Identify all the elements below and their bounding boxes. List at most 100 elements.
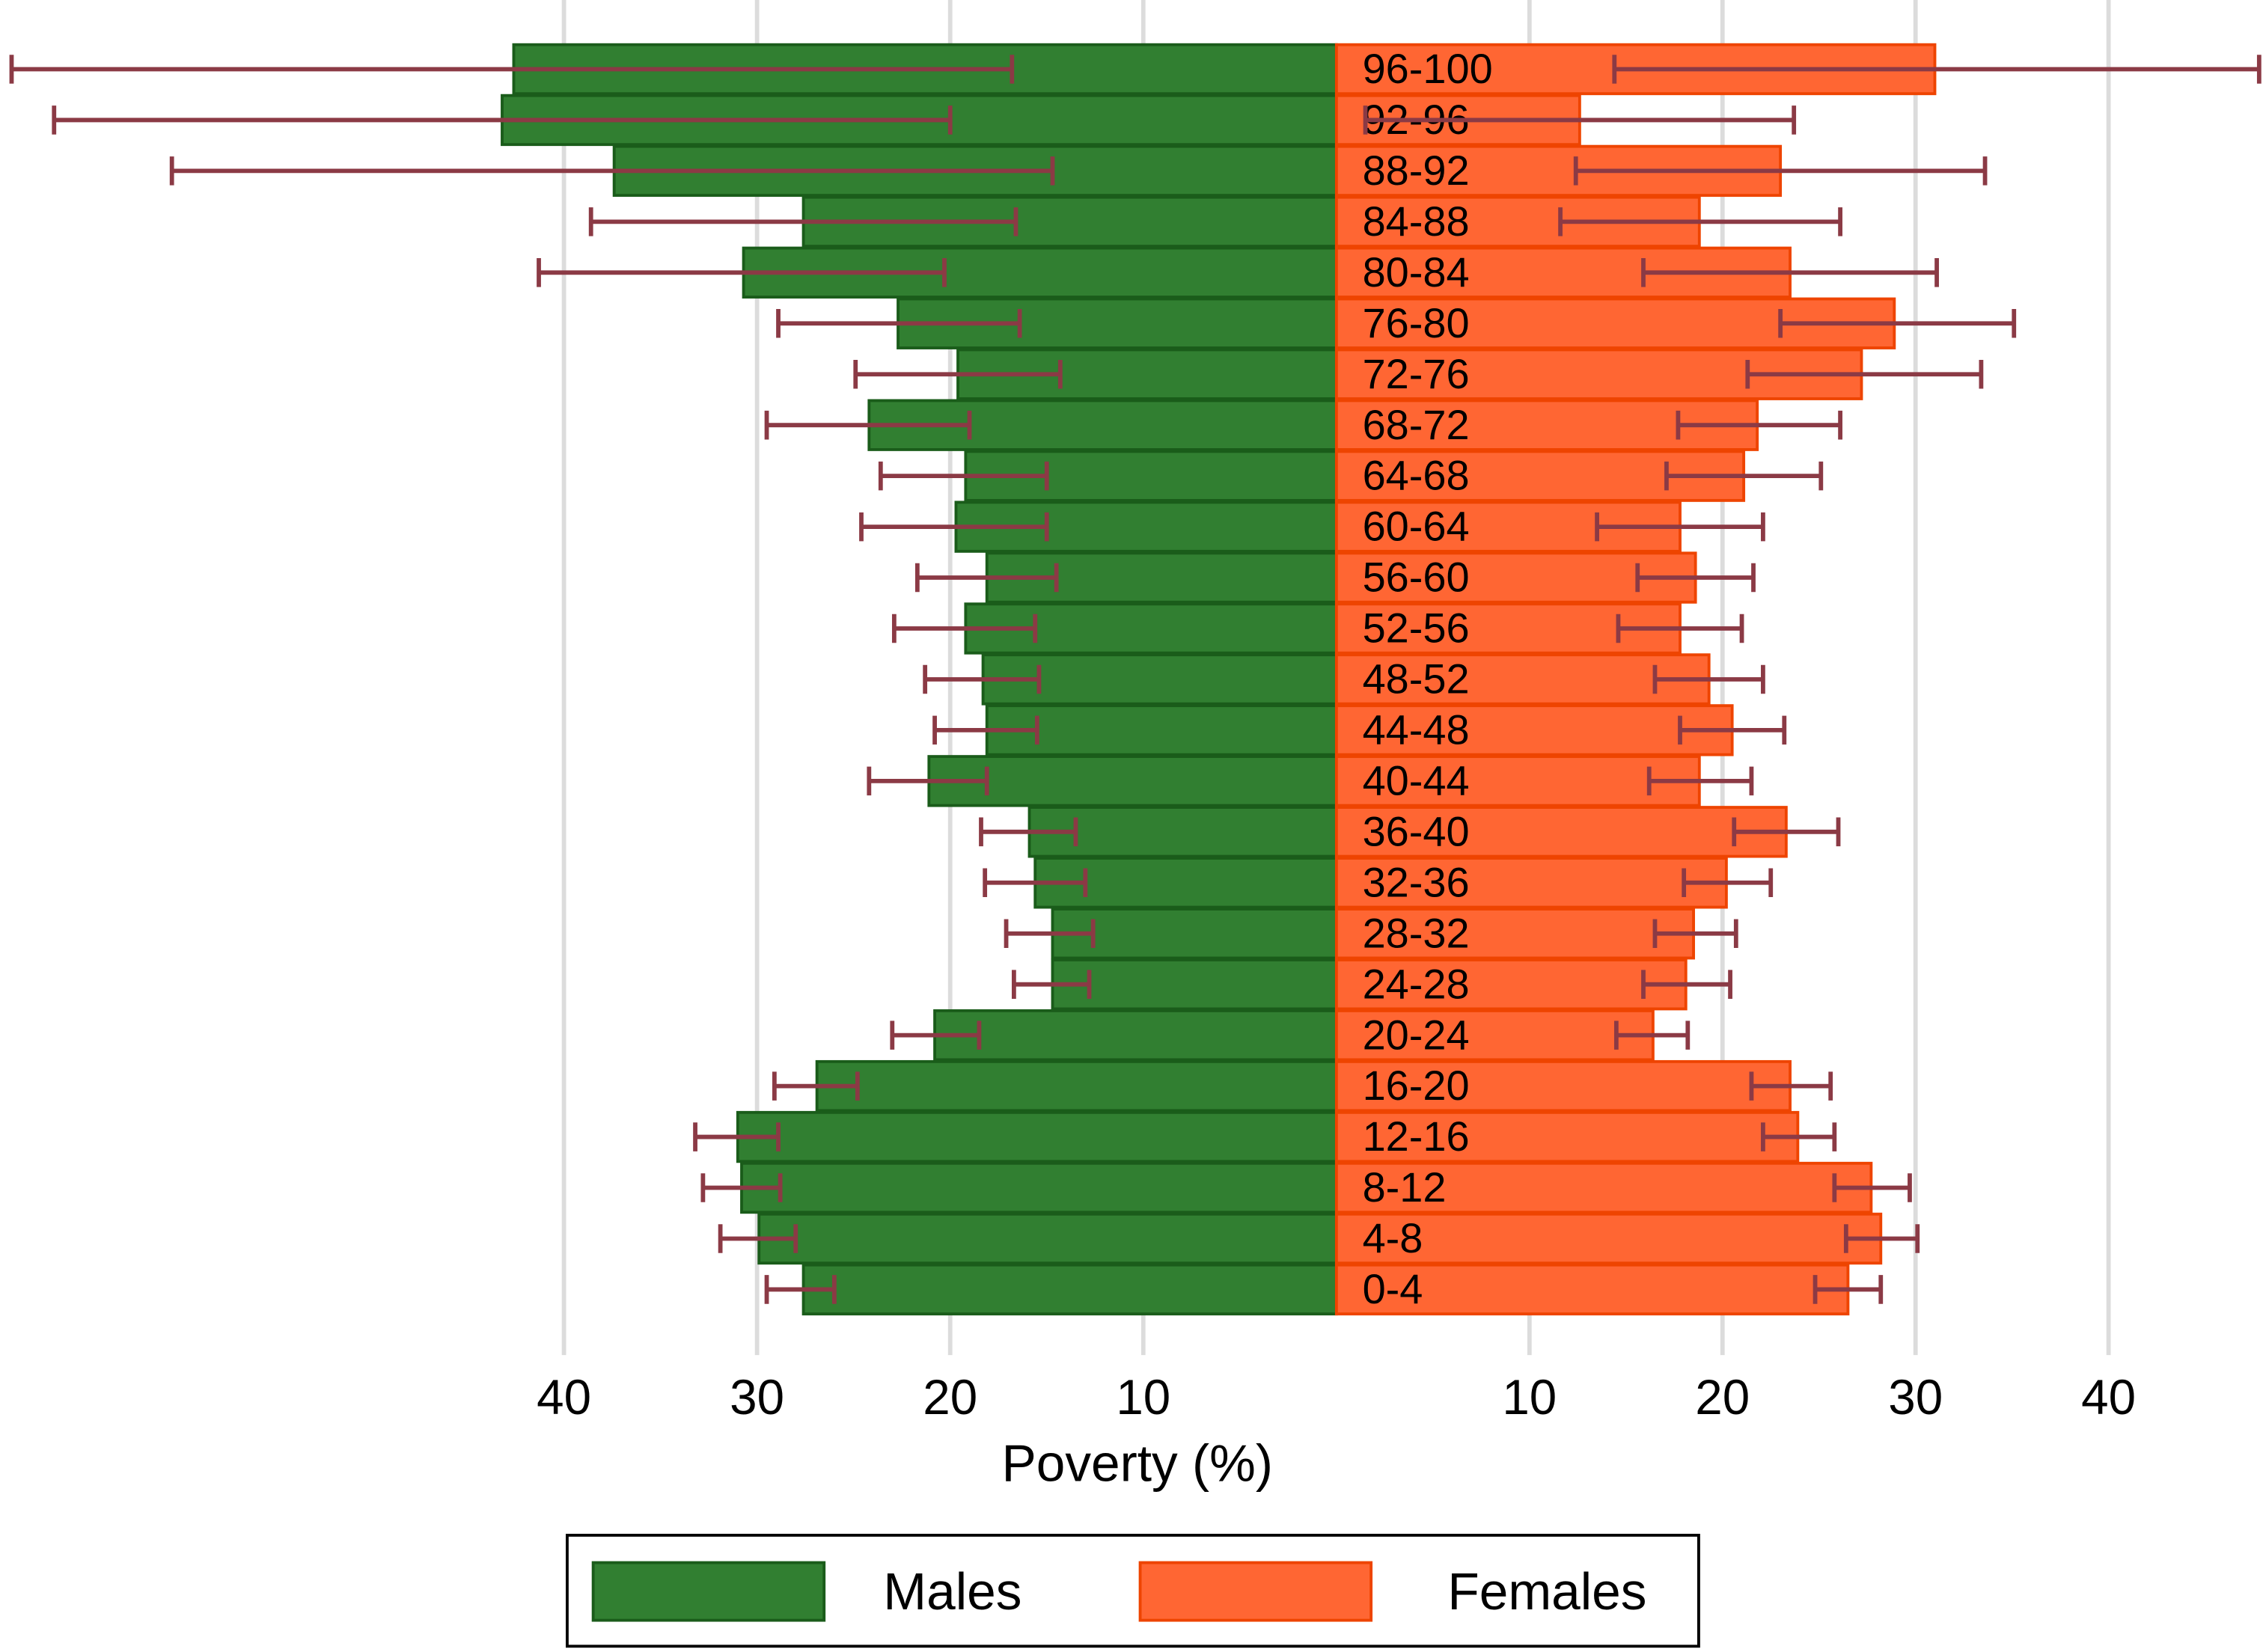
category-label: 68-72 <box>1363 401 1470 448</box>
category-label: 76-80 <box>1363 299 1470 346</box>
error-bar <box>1616 614 1744 643</box>
bar <box>1334 806 1788 858</box>
error-bar <box>1843 1224 1920 1253</box>
bar <box>1051 958 1338 1011</box>
x-tick-label: 10 <box>1502 1370 1557 1425</box>
bar <box>1334 653 1711 706</box>
error-bar <box>867 766 989 796</box>
error-bar <box>52 105 953 135</box>
x-tick-label: 10 <box>1116 1370 1170 1425</box>
category-label: 24-28 <box>1363 960 1470 1007</box>
x-tick-label: 20 <box>923 1370 977 1425</box>
category-label: 40-44 <box>1363 757 1470 804</box>
x-tick-label: 30 <box>1888 1370 1943 1425</box>
x-tick-label: 40 <box>2081 1370 2136 1425</box>
error-bar <box>1558 207 1842 236</box>
category-label: 96-100 <box>1363 45 1493 92</box>
bar <box>736 1110 1338 1163</box>
error-bar <box>1778 308 2017 338</box>
error-bar <box>1678 715 1787 745</box>
bar <box>1334 1059 1792 1113</box>
error-bar <box>700 1173 783 1202</box>
error-bar <box>537 258 947 287</box>
bar <box>1334 857 1728 909</box>
legend-label: Females <box>1447 1562 1646 1621</box>
bar <box>1334 1212 1883 1265</box>
error-bar <box>1682 868 1774 898</box>
bar <box>1334 958 1688 1011</box>
error-bar <box>1749 1071 1833 1101</box>
category-label: 60-64 <box>1363 503 1470 550</box>
bar <box>1334 1263 1850 1316</box>
error-bar <box>1595 512 1765 542</box>
error-bar <box>1652 664 1765 694</box>
error-bar <box>859 512 1049 542</box>
category-label: 28-32 <box>1363 909 1470 956</box>
error-bar <box>979 817 1078 847</box>
error-bar <box>1652 919 1738 949</box>
bar <box>933 1009 1338 1062</box>
category-label: 48-52 <box>1363 655 1470 703</box>
bar <box>1334 1161 1873 1214</box>
error-bar <box>764 410 972 440</box>
category-label: 0-4 <box>1363 1265 1423 1312</box>
error-bar <box>1664 461 1824 491</box>
error-bar <box>1646 766 1754 796</box>
error-bar <box>1676 410 1842 440</box>
x-axis-title: Poverty (%) <box>1001 1434 1273 1493</box>
category-label: 36-40 <box>1363 807 1470 854</box>
error-bar <box>588 207 1018 236</box>
bar <box>1051 908 1338 960</box>
bar <box>1334 755 1701 807</box>
bar <box>1334 1009 1655 1062</box>
error-bar <box>1363 105 1797 135</box>
bar <box>740 1161 1338 1214</box>
error-bar <box>1832 1173 1912 1202</box>
category-label: 44-48 <box>1363 706 1470 753</box>
error-bar <box>1732 817 1841 847</box>
error-bar <box>1573 156 1988 186</box>
error-bar <box>853 359 1063 389</box>
error-bar <box>1745 359 1984 389</box>
bar <box>757 1212 1338 1265</box>
category-label: 16-20 <box>1363 1062 1470 1109</box>
x-tick-label: 30 <box>730 1370 784 1425</box>
category-label: 64-68 <box>1363 452 1470 499</box>
error-bar <box>772 1071 860 1101</box>
error-bar <box>1812 1275 1884 1304</box>
x-tick-label: 20 <box>1695 1370 1750 1425</box>
error-bar <box>1641 970 1732 999</box>
bar <box>1334 908 1695 960</box>
bar <box>801 1263 1338 1316</box>
error-bar <box>891 614 1038 643</box>
error-bar <box>9 55 1015 84</box>
error-bar <box>1004 919 1096 949</box>
bar <box>1334 704 1734 756</box>
error-bar <box>878 461 1049 491</box>
legend-swatch <box>1138 1561 1373 1622</box>
error-bar <box>764 1275 837 1304</box>
error-bar <box>169 156 1055 186</box>
error-bar <box>1761 1122 1837 1151</box>
error-bar <box>718 1224 798 1253</box>
error-bar <box>693 1122 781 1151</box>
bar <box>927 755 1338 807</box>
category-label: 12-16 <box>1363 1113 1470 1160</box>
category-label: 32-36 <box>1363 858 1470 905</box>
error-bar <box>1011 970 1092 999</box>
error-bar <box>923 664 1042 694</box>
error-bar <box>914 563 1059 593</box>
error-bar <box>983 868 1088 898</box>
error-bar <box>890 1021 982 1050</box>
category-label: 80-84 <box>1363 248 1470 296</box>
error-bar <box>776 308 1022 338</box>
category-label: 8-12 <box>1363 1163 1447 1211</box>
error-bar <box>932 715 1039 745</box>
error-bar <box>1635 563 1756 593</box>
category-label: 4-8 <box>1363 1214 1423 1261</box>
category-label: 88-92 <box>1363 147 1470 194</box>
category-label: 56-60 <box>1363 554 1470 601</box>
legend-swatch <box>591 1561 826 1622</box>
